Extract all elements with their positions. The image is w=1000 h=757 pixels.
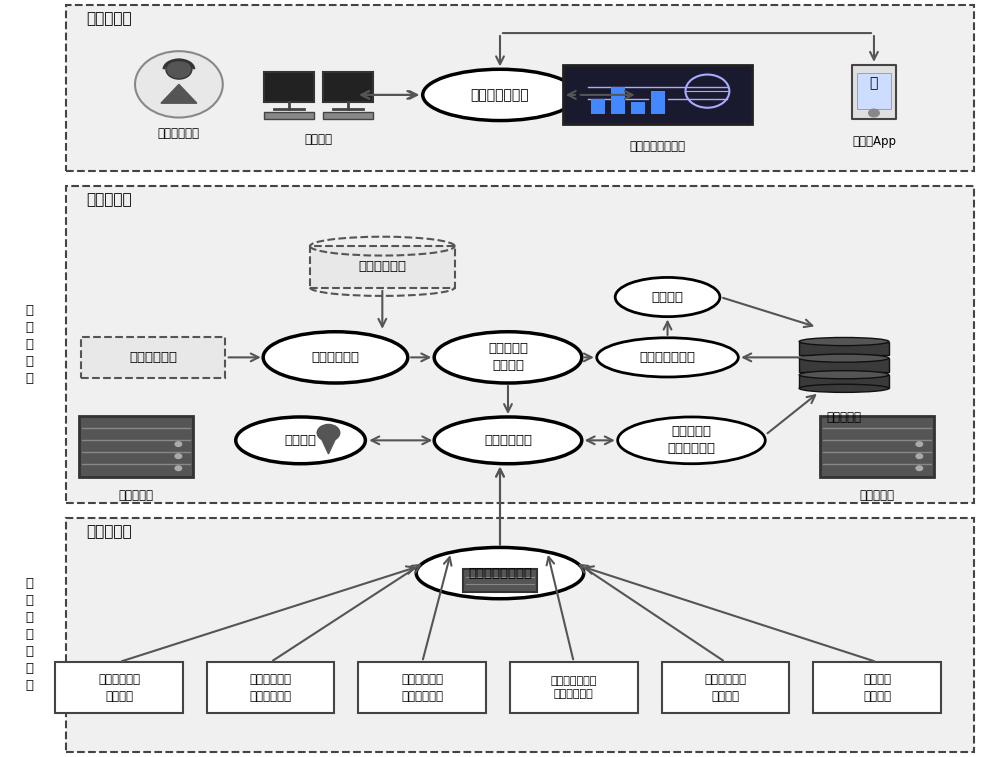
Text: 显示控制层: 显示控制层 [86,11,132,26]
Bar [81,337,225,378]
Bar [563,66,752,124]
Ellipse shape [799,385,889,392]
Text: 维修终端: 维修终端 [305,133,333,146]
Text: 维修知识库: 维修知识库 [827,411,862,424]
Text: 设备机房
环境检测: 设备机房 环境检测 [863,673,891,702]
Text: 资产管理系统: 资产管理系统 [358,260,406,273]
Bar [662,662,789,713]
Text: 状态在线集中监测: 状态在线集中监测 [468,566,532,580]
Bar [631,102,645,114]
Text: 控制中心信号
设备状态检测: 控制中心信号 设备状态检测 [250,673,292,702]
Bar [820,416,934,477]
Bar [66,518,974,752]
Bar [323,111,373,119]
Text: 车站室内信号
设备状态检测: 车站室内信号 设备状态检测 [401,673,443,702]
Bar [510,662,638,713]
Circle shape [915,441,923,447]
Bar [799,341,889,355]
Polygon shape [161,84,197,103]
Text: 维修调度指挥: 维修调度指挥 [158,127,200,140]
Ellipse shape [263,332,408,383]
Bar [799,375,889,388]
Text: 维修预案与
故障案例匹配: 维修预案与 故障案例匹配 [667,425,715,456]
Ellipse shape [799,338,889,346]
Circle shape [915,453,923,459]
Ellipse shape [615,277,720,316]
Bar [66,5,974,171]
Circle shape [174,453,182,459]
Ellipse shape [799,371,889,378]
Bar [611,87,625,114]
Text: 维修智能显示大屏: 维修智能显示大屏 [630,140,686,153]
Text: 维修台账: 维修台账 [652,291,684,304]
Polygon shape [320,437,336,454]
Bar [813,662,941,713]
Text: 移动端App: 移动端App [852,136,896,148]
Ellipse shape [597,338,738,377]
Text: 数据采集层: 数据采集层 [86,524,132,539]
Text: 维修辅助与指引: 维修辅助与指引 [640,351,696,364]
Bar [264,71,314,101]
Text: 🔧: 🔧 [870,76,878,90]
Ellipse shape [434,332,582,383]
Ellipse shape [423,70,577,120]
Text: 维修资源管理: 维修资源管理 [311,351,359,364]
Bar [264,111,314,119]
Ellipse shape [618,417,765,464]
Text: 故障综合分析: 故障综合分析 [484,434,532,447]
Circle shape [135,51,223,117]
Circle shape [317,424,340,442]
Ellipse shape [236,417,365,464]
Circle shape [174,441,182,447]
Bar [799,358,889,372]
Text: 故障处理与
应急联动: 故障处理与 应急联动 [488,342,528,372]
Text: 数据服务器: 数据服务器 [859,489,894,502]
Bar [55,662,183,713]
Text: 故障定位: 故障定位 [285,434,317,447]
Text: 设
备
数
据
采
集
侧: 设 备 数 据 采 集 侧 [25,578,33,693]
Text: 界面显示与操作: 界面显示与操作 [471,88,529,102]
Bar [79,416,193,477]
Text: 室外信号设备
状态检测: 室外信号设备 状态检测 [704,673,746,702]
Ellipse shape [416,547,584,599]
Bar [358,662,486,713]
Bar [651,91,665,114]
Bar [323,71,373,101]
Circle shape [915,466,923,472]
Bar [207,662,334,713]
Circle shape [174,466,182,472]
Circle shape [868,108,880,117]
Text: 应用服务器: 应用服务器 [119,489,154,502]
Bar [857,73,891,109]
Text: 维修业务层: 维修业务层 [86,192,132,207]
Bar [463,569,537,592]
Bar [852,65,896,119]
Text: 车载信号设备
状态检测: 车载信号设备 状态检测 [98,673,140,702]
Text: 车辆段室内信号
设备状态检测: 车辆段室内信号 设备状态检测 [551,676,597,699]
Bar [310,246,455,288]
Text: 维
修
中
心
侧: 维 修 中 心 侧 [25,304,33,385]
Text: 人员管理系统: 人员管理系统 [129,351,177,364]
Circle shape [166,60,192,79]
Bar [66,186,974,503]
Ellipse shape [434,417,582,464]
Bar [591,98,605,114]
Ellipse shape [799,354,889,362]
